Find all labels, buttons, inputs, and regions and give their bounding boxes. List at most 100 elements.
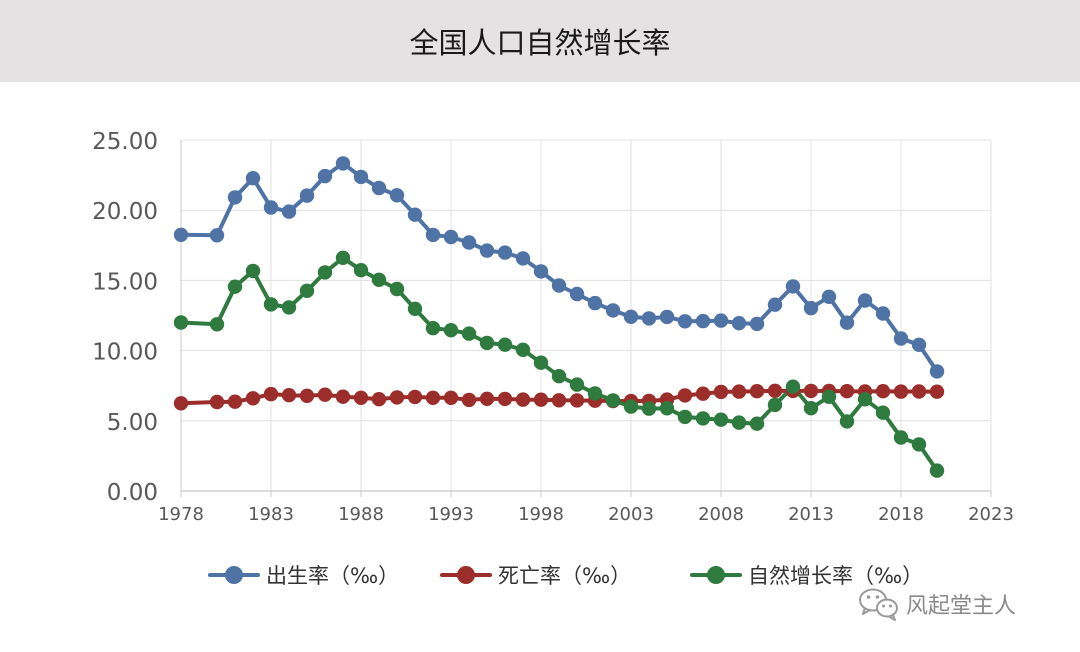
data-point-birth-rate xyxy=(677,314,693,329)
watermark-text: 风起堂主人 xyxy=(906,594,1017,619)
data-point-death-rate xyxy=(929,384,945,399)
data-point-birth-rate xyxy=(767,297,783,312)
data-point-birth-rate xyxy=(821,289,837,304)
legend-label-natural-growth-rate: 自然增长率（‰） xyxy=(748,564,924,588)
data-point-birth-rate xyxy=(695,313,711,329)
data-point-natural-growth-rate xyxy=(425,320,441,336)
data-point-natural-growth-rate xyxy=(227,279,243,294)
data-point-death-rate xyxy=(299,388,315,403)
data-point-death-rate xyxy=(245,391,261,406)
data-point-natural-growth-rate xyxy=(839,414,855,429)
data-point-birth-rate xyxy=(587,295,603,311)
data-point-birth-rate xyxy=(371,180,387,196)
x-tick-label: 1988 xyxy=(338,504,384,525)
data-point-natural-growth-rate xyxy=(209,317,225,332)
data-point-natural-growth-rate xyxy=(245,263,261,279)
data-point-death-rate xyxy=(173,396,189,411)
data-point-death-rate xyxy=(263,386,279,402)
data-point-natural-growth-rate xyxy=(551,369,567,384)
data-point-natural-growth-rate xyxy=(875,405,891,420)
data-point-natural-growth-rate xyxy=(695,411,711,426)
data-point-natural-growth-rate xyxy=(677,409,693,425)
data-point-natural-growth-rate xyxy=(605,393,621,408)
legend-label-birth-rate: 出生率（‰） xyxy=(266,564,400,588)
data-point-natural-growth-rate xyxy=(443,323,459,338)
data-point-death-rate xyxy=(839,384,855,399)
data-point-birth-rate xyxy=(893,331,909,346)
y-tick-label: 5.00 xyxy=(107,410,158,436)
data-point-natural-growth-rate xyxy=(263,297,279,312)
data-point-birth-rate xyxy=(317,168,333,184)
data-point-birth-rate xyxy=(911,337,927,352)
data-point-natural-growth-rate xyxy=(461,326,477,341)
data-point-natural-growth-rate xyxy=(299,283,315,298)
x-tick-label: 1978 xyxy=(158,504,204,525)
data-point-natural-growth-rate xyxy=(731,415,747,430)
watermark: 风起堂主人 xyxy=(858,586,1016,622)
data-point-death-rate xyxy=(389,390,405,405)
data-point-death-rate xyxy=(461,392,477,408)
legend-swatch-natural-growth-rate xyxy=(690,564,742,586)
data-point-birth-rate xyxy=(263,200,279,215)
data-point-birth-rate xyxy=(749,316,765,332)
data-point-birth-rate xyxy=(623,309,639,324)
data-point-natural-growth-rate xyxy=(929,463,945,478)
data-point-natural-growth-rate xyxy=(479,335,495,351)
x-tick-label: 2018 xyxy=(878,504,924,525)
data-point-birth-rate xyxy=(605,303,621,318)
data-point-natural-growth-rate xyxy=(911,437,927,452)
data-point-death-rate xyxy=(731,384,747,399)
series-line-birth-rate xyxy=(180,161,939,373)
data-point-birth-rate xyxy=(299,188,315,203)
data-point-death-rate xyxy=(425,390,441,405)
y-tick-label: 10.00 xyxy=(92,340,158,366)
data-point-death-rate xyxy=(911,384,927,399)
data-point-death-rate xyxy=(497,391,513,407)
data-point-birth-rate xyxy=(857,293,873,308)
legend-swatch-death-rate xyxy=(440,564,492,586)
data-point-natural-growth-rate xyxy=(281,300,297,315)
data-point-death-rate xyxy=(533,392,549,407)
data-point-death-rate xyxy=(695,386,711,401)
x-tick-label: 2003 xyxy=(608,504,654,525)
data-point-natural-growth-rate xyxy=(713,412,729,427)
data-point-death-rate xyxy=(335,389,351,404)
data-point-natural-growth-rate xyxy=(659,401,675,416)
x-tick-label: 2023 xyxy=(968,504,1014,525)
data-point-birth-rate xyxy=(569,286,585,302)
data-point-birth-rate xyxy=(209,228,225,243)
data-point-birth-rate xyxy=(389,188,405,203)
data-point-birth-rate xyxy=(659,309,675,325)
data-point-natural-growth-rate xyxy=(767,397,783,413)
data-point-death-rate xyxy=(893,384,909,399)
data-point-natural-growth-rate xyxy=(407,301,423,316)
data-point-birth-rate xyxy=(731,316,747,331)
x-tick-label: 2008 xyxy=(698,504,744,525)
data-point-death-rate xyxy=(209,394,225,410)
data-point-birth-rate xyxy=(785,279,801,294)
data-point-natural-growth-rate xyxy=(335,250,351,265)
data-point-death-rate xyxy=(569,393,585,408)
x-tick-label: 1998 xyxy=(518,504,564,525)
data-point-death-rate xyxy=(371,392,387,407)
data-point-birth-rate xyxy=(551,278,567,293)
title-bar: 全国人口自然增长率 xyxy=(0,0,1080,82)
data-point-birth-rate xyxy=(515,251,531,266)
data-point-birth-rate xyxy=(875,306,891,321)
data-point-death-rate xyxy=(227,394,243,409)
legend-item-birth-rate[interactable]: 出生率（‰） xyxy=(208,560,399,590)
data-point-birth-rate xyxy=(479,243,495,258)
legend-item-natural-growth-rate[interactable]: 自然增长率（‰） xyxy=(690,560,923,590)
data-point-natural-growth-rate xyxy=(317,265,333,280)
chart-title: 全国人口自然增长率 xyxy=(409,26,671,60)
y-tick-label: 0.00 xyxy=(107,480,158,506)
y-tick-label: 25.00 xyxy=(92,129,158,155)
y-tick-label: 15.00 xyxy=(92,269,158,295)
data-point-natural-growth-rate xyxy=(173,315,189,330)
data-point-death-rate xyxy=(515,392,531,407)
data-point-natural-growth-rate xyxy=(497,337,513,352)
data-point-natural-growth-rate xyxy=(641,401,657,416)
data-point-birth-rate xyxy=(533,264,549,279)
legend-item-death-rate[interactable]: 死亡率（‰） xyxy=(440,560,631,590)
data-point-birth-rate xyxy=(425,227,441,243)
